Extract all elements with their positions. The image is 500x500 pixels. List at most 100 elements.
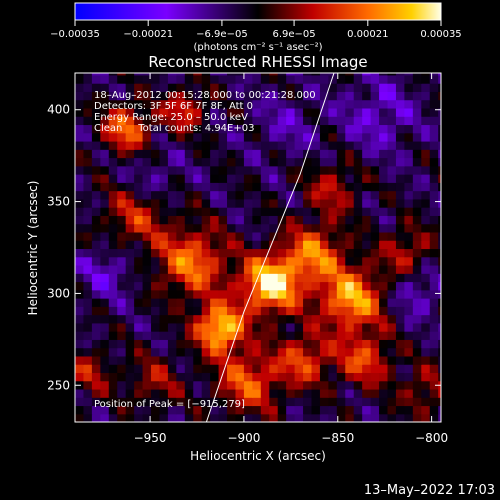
heatmap-cell	[184, 256, 194, 266]
heatmap-cell	[75, 231, 85, 241]
heatmap-cell	[252, 264, 262, 274]
heatmap-cell	[412, 149, 422, 159]
heatmap-cell	[395, 215, 405, 225]
heatmap-cell	[260, 107, 270, 117]
heatmap-cell	[151, 339, 161, 349]
heatmap-cell	[176, 388, 186, 398]
heatmap-cell	[353, 281, 363, 291]
heatmap-cell	[345, 364, 355, 374]
heatmap-cell	[362, 248, 372, 258]
x-axis-label: Heliocentric X (arcsec)	[190, 449, 326, 463]
heatmap-cell	[151, 174, 161, 183]
heatmap-cell	[311, 314, 321, 324]
heatmap-cell	[108, 190, 118, 200]
heatmap-cell	[108, 215, 118, 225]
heatmap-cell	[269, 83, 279, 92]
heatmap-cell	[294, 264, 304, 274]
heatmap-cell	[117, 380, 127, 390]
heatmap-cell	[319, 99, 329, 109]
heatmap-cell	[252, 322, 262, 332]
heatmap-cell	[362, 190, 372, 200]
heatmap-cell	[252, 372, 262, 382]
heatmap-cell	[184, 314, 194, 324]
heatmap-cell	[142, 174, 152, 183]
colorbar-tick-label: −6.9e−05	[196, 29, 248, 40]
heatmap-cell	[286, 413, 296, 422]
heatmap-cell	[151, 74, 161, 84]
heatmap-cell	[210, 405, 220, 415]
heatmap-cell	[176, 347, 186, 357]
heatmap-cell	[151, 248, 161, 258]
heatmap-cell	[176, 231, 186, 241]
heatmap-cell	[193, 157, 203, 167]
heatmap-cell	[176, 273, 186, 283]
heatmap-cell	[362, 306, 372, 316]
heatmap-cell	[294, 223, 304, 233]
plot-frame	[74, 72, 442, 423]
heatmap-cell	[108, 281, 118, 291]
heatmap-cell	[286, 132, 296, 142]
heatmap-cell	[277, 306, 287, 316]
heatmap-cell	[243, 347, 253, 357]
heatmap-cell	[159, 331, 169, 340]
heatmap-cell	[151, 256, 161, 266]
heatmap-cell	[134, 107, 144, 117]
heatmap-cell	[429, 223, 439, 233]
heatmap-cell	[184, 223, 194, 233]
heatmap-cell	[328, 281, 338, 291]
heatmap-cell	[159, 107, 169, 117]
heatmap-cell	[311, 397, 321, 407]
heatmap-cell	[91, 99, 101, 109]
heatmap-cell	[362, 198, 372, 208]
heatmap-cell	[75, 174, 85, 183]
colorbar-tick-label: 6.9e−05	[272, 29, 315, 40]
heatmap-cell	[134, 322, 144, 332]
heatmap-cell	[159, 355, 169, 365]
heatmap-cell	[412, 83, 422, 92]
heatmap-cell	[277, 198, 287, 208]
heatmap-cell	[328, 174, 338, 183]
heatmap-cell	[286, 347, 296, 357]
heatmap-cell	[252, 124, 262, 134]
heatmap-cell	[235, 298, 245, 307]
heatmap-cell	[438, 248, 441, 258]
heatmap-cell	[235, 165, 245, 175]
heatmap-cell	[336, 264, 346, 274]
heatmap-cell	[218, 355, 228, 365]
heatmap-cell	[218, 289, 228, 299]
heatmap-cell	[142, 231, 152, 241]
heatmap-cell	[91, 140, 101, 150]
heatmap-cell	[117, 256, 127, 266]
heatmap-cell	[125, 347, 135, 357]
heatmap-cell	[193, 347, 203, 357]
heatmap-cell	[429, 281, 439, 291]
heatmap-cell	[429, 132, 439, 142]
heatmap-cell	[370, 314, 380, 324]
heatmap-cell	[303, 347, 313, 357]
heatmap-cell	[421, 413, 431, 422]
heatmap-cell	[286, 289, 296, 299]
heatmap-cell	[387, 355, 397, 365]
heatmap-cell	[100, 289, 110, 299]
heatmap-cell	[387, 107, 397, 117]
heatmap-cell	[108, 364, 118, 374]
heatmap-cell	[412, 298, 422, 307]
heatmap-cell	[243, 388, 253, 398]
heatmap-cell	[260, 207, 270, 216]
heatmap-cell	[100, 174, 110, 183]
heatmap-cell	[269, 207, 279, 216]
heatmap-cell	[379, 298, 389, 307]
x-tick-label: −800	[415, 431, 448, 445]
heatmap-cell	[277, 149, 287, 159]
heatmap-cell	[83, 256, 93, 266]
heatmap-cell	[328, 273, 338, 283]
heatmap-cell	[167, 281, 177, 291]
heatmap-cell	[294, 298, 304, 307]
heatmap-cell	[75, 99, 85, 109]
heatmap-cell	[108, 388, 118, 398]
heatmap-cell	[404, 165, 414, 175]
heatmap-cell	[286, 157, 296, 167]
heatmap-cell	[404, 116, 414, 126]
heatmap-cell	[210, 289, 220, 299]
heatmap-cell	[159, 240, 169, 250]
